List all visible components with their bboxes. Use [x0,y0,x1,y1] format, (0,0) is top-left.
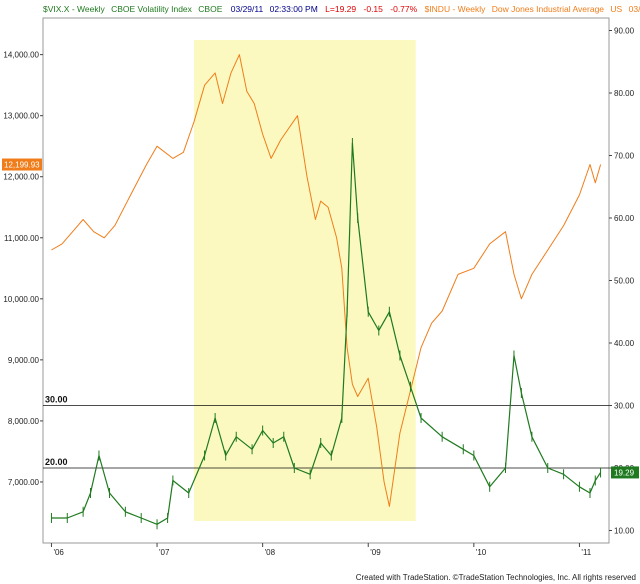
footer-credit: Created with TradeStation. ©TradeStation… [356,573,636,582]
x-tick-label: '11 [581,548,591,557]
indu-date: 03/2... [629,4,640,14]
right-tick-label: 40.00 [614,339,635,348]
right-tick-label: 80.00 [614,89,635,98]
left-tick-label: 9,000.00 [8,356,40,365]
right-tick-label: 50.00 [614,277,635,286]
highlight-region [194,40,416,521]
left-tick-label: 8,000.00 [8,417,40,426]
left-tick-label: 10,000.00 [3,295,39,304]
vix-exchange: CBOE [198,4,222,14]
x-tick-label: '07 [159,548,170,557]
indu-last-value-label: 12,199.93 [4,161,40,170]
indu-name: Dow Jones Industrial Average [492,4,605,14]
indu-series-line [51,54,602,507]
right-tick-label: 90.00 [614,27,635,36]
left-tick-label: 12,000.00 [3,173,39,182]
right-tick-label: 10.00 [614,527,635,536]
svg-text:$VIX.X - Weekly CBOE V: $VIX.X - Weekly CBOE Volatility Index CB… [43,4,640,14]
vix-last-value-label: 19.29 [614,468,635,477]
indu-exchange: US [610,4,622,14]
x-tick-label: '10 [476,548,487,557]
reference-label-30.00: 30.00 [45,395,68,405]
right-tick-label: 60.00 [614,214,635,223]
chart-header: $VIX.X - Weekly CBOE Volatility Index CB… [43,4,640,14]
vix-series-line [51,142,602,525]
header-date: 03/29/11 [231,4,264,14]
left-tick-label: 14,000.00 [3,51,39,60]
vix-name: CBOE Volatility Index [111,4,193,14]
x-tick-label: '08 [265,548,276,557]
left-tick-label: 11,000.00 [4,234,40,243]
header-change-pct: -0.77% [390,4,417,14]
header-last: L=19.29 [325,4,356,14]
indu-symbol: $INDU - Weekly [425,4,487,14]
x-tick-label: '06 [53,548,64,557]
reference-label-20.00: 20.00 [45,457,68,467]
x-tick-label: '09 [370,548,381,557]
vix-last-value-badge [611,466,639,479]
header-change: -0.15 [364,4,384,14]
vix-symbol: $VIX.X - Weekly [43,4,105,14]
header-time: 02:33:00 PM [270,4,318,14]
right-tick-label: 30.00 [614,402,635,411]
left-tick-label: 13,000.00 [3,112,39,121]
right-tick-label: 70.00 [614,152,635,161]
indu-last-value-badge [2,158,42,171]
left-tick-label: 7,000.00 [8,478,40,487]
